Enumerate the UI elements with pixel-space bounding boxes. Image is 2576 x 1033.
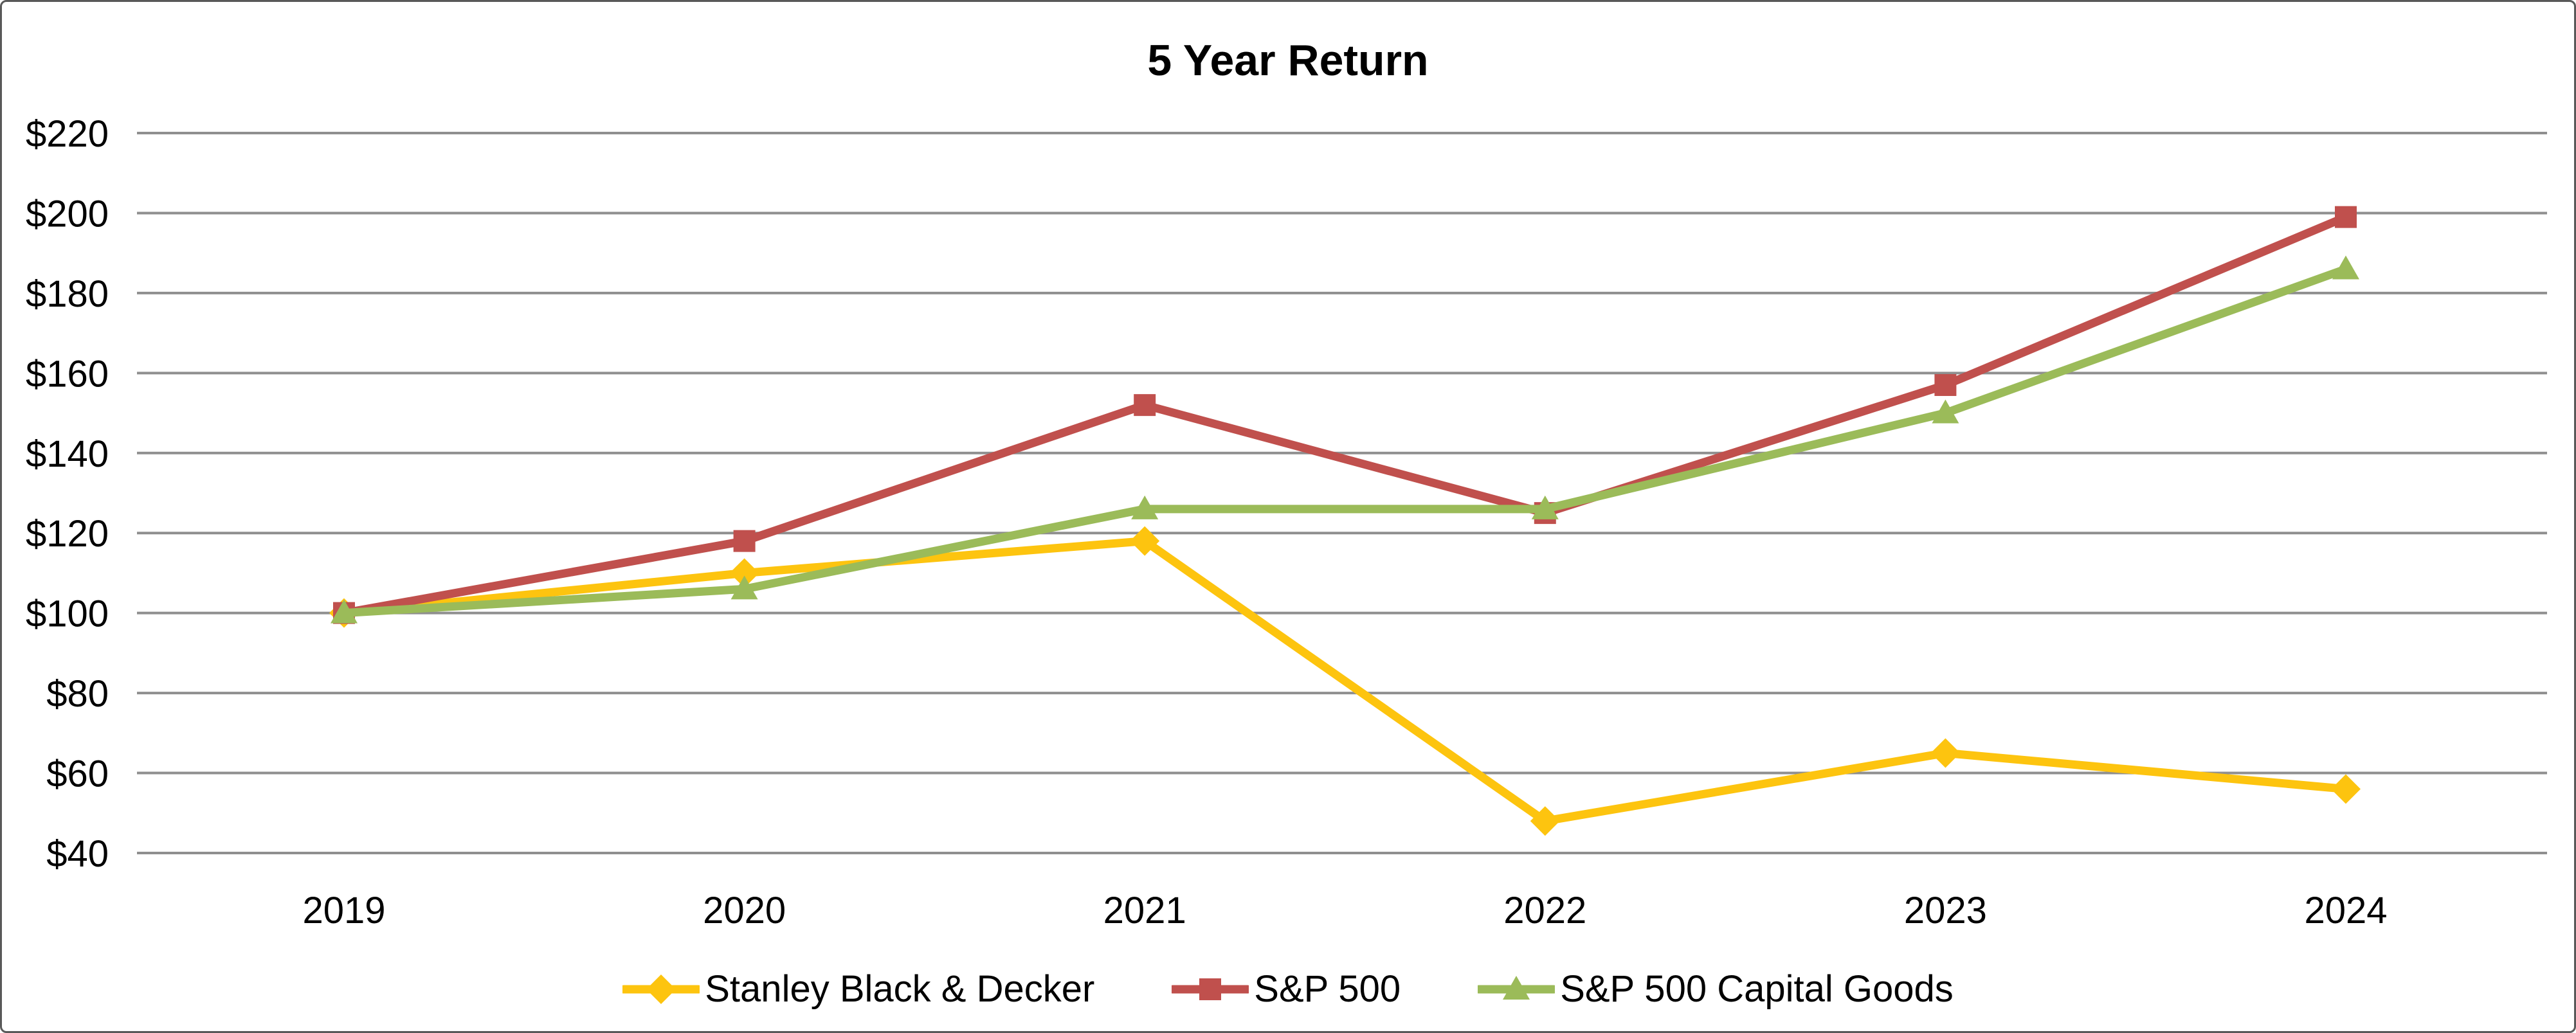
legend-label: S&P 500 <box>1254 968 1401 1010</box>
y-tick-label: $140 <box>26 433 109 475</box>
chart-title: 5 Year Return <box>1147 36 1429 85</box>
triangle-marker-icon <box>2332 255 2359 280</box>
x-tick-label: 2020 <box>703 890 786 931</box>
x-tick-label: 2019 <box>302 890 385 931</box>
series-line <box>343 213 2348 618</box>
x-tick-label: 2023 <box>1904 890 1987 931</box>
y-tick-label: $80 <box>46 673 109 715</box>
square-marker-icon <box>1934 374 1957 396</box>
diamond-marker-icon <box>1930 738 1961 768</box>
legend-item: S&P 500 <box>1172 967 1401 1011</box>
y-tick-label: $100 <box>26 593 109 635</box>
y-tick-label: $40 <box>46 833 109 875</box>
y-tick-label: $220 <box>26 113 109 155</box>
legend-item: Stanley Black & Decker <box>622 967 1094 1011</box>
legend-label: Stanley Black & Decker <box>705 968 1095 1010</box>
triangle-marker-icon <box>331 599 358 624</box>
triangle-marker-icon <box>1131 495 1159 519</box>
legend-label: S&P 500 Capital Goods <box>1560 968 1954 1010</box>
series-line <box>343 265 2348 618</box>
series-line <box>343 537 2346 826</box>
diamond-marker-icon <box>729 558 759 588</box>
legend-item: S&P 500 Capital Goods <box>1478 967 1954 1011</box>
legend-diamond-icon <box>622 974 700 1004</box>
triangle-marker-icon <box>1531 495 1559 519</box>
square-marker-icon <box>2335 206 2357 228</box>
y-tick-label: $120 <box>26 513 109 555</box>
y-tick-label: $200 <box>26 193 109 235</box>
legend: Stanley Black & Decker S&P 500 S&P 500 Cap… <box>2 967 2574 1011</box>
square-marker-icon <box>733 530 756 552</box>
diamond-marker-icon <box>1530 806 1560 836</box>
diamond-marker-icon <box>2331 774 2361 804</box>
triangle-marker-icon <box>730 575 758 600</box>
x-tick-label: 2022 <box>1503 890 1586 931</box>
legend-square-icon <box>1172 978 1249 1000</box>
y-tick-label: $160 <box>26 353 109 395</box>
diamond-marker-icon <box>1130 526 1160 556</box>
x-tick-label: 2024 <box>2304 890 2387 931</box>
legend-triangle-icon <box>1478 975 1556 1000</box>
x-tick-label: 2021 <box>1103 890 1186 931</box>
square-marker-icon <box>1134 394 1156 417</box>
triangle-marker-icon <box>1932 399 1959 424</box>
y-tick-label: $60 <box>46 753 109 795</box>
y-tick-label: $180 <box>26 273 109 315</box>
